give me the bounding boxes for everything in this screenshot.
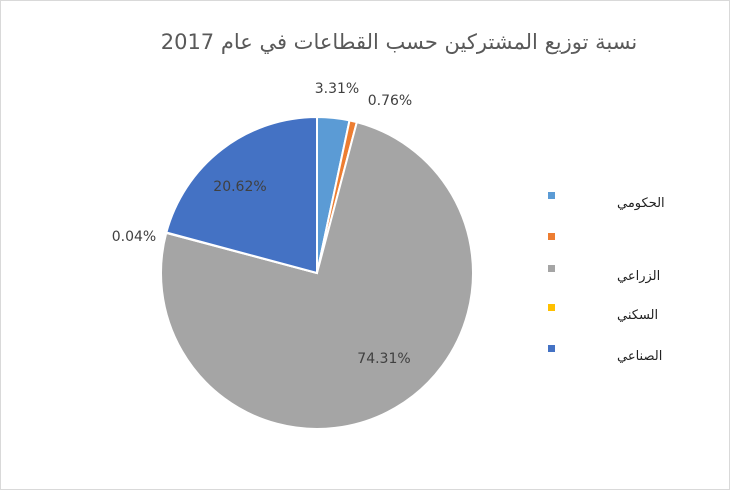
data-label: 74.31%	[357, 351, 410, 367]
legend-swatch	[548, 192, 555, 199]
data-label: 20.62%	[213, 179, 266, 195]
legend-label: الزراعي	[617, 269, 660, 284]
legend-swatch	[548, 233, 555, 240]
pie-slice	[165, 115, 318, 275]
legend-label: السكني	[617, 308, 658, 323]
data-label: 0.04%	[112, 229, 156, 245]
pie-slices	[160, 115, 474, 430]
legend-label: الصناعي	[617, 349, 662, 364]
legend: الحكومي الزراعي السكني الصناعي	[548, 192, 665, 364]
data-label: 0.76%	[368, 93, 412, 109]
data-label: 3.31%	[315, 81, 359, 97]
legend-swatch	[548, 265, 555, 272]
pie-slice	[160, 120, 474, 430]
legend-swatch	[548, 304, 555, 311]
chart-title: نسبة توزيع المشتركين حسب القطاعات في عام…	[161, 30, 638, 54]
data-labels: 3.31% 0.76% 74.31% 0.04% 20.62%	[112, 81, 412, 367]
legend-label: الحكومي	[617, 196, 665, 211]
legend-swatch	[548, 345, 555, 352]
